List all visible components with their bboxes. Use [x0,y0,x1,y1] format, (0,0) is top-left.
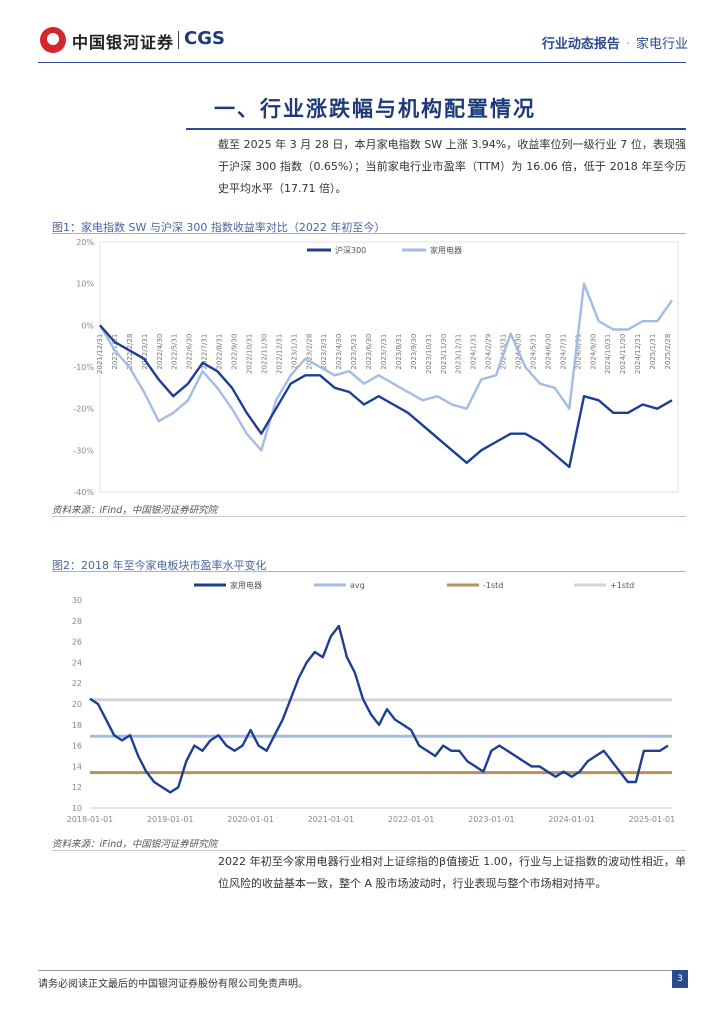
chart1-x-tick: 2022/7/31 [201,334,209,370]
chart1-x-tick: 2022/11/30 [260,334,268,374]
chart2-legend-label: avg [350,581,365,590]
chart2-y-tick: 30 [72,596,82,605]
chart2-y-tick: 12 [72,783,82,792]
chart1-x-tick: 2024/1/31 [470,334,478,370]
chart2-y-tick: 24 [72,658,82,667]
chart1-x-tick: 2024/2/29 [485,334,493,370]
chart1-x-tick: 2023/11/30 [440,334,448,374]
chart1-x-tick: 2024/11/30 [619,334,627,374]
series-line-appliances [98,282,673,452]
chart2-x-tick: 2018-01-01 [67,815,114,824]
chart1-y-tick: 0% [81,321,94,330]
chart2-legend-label: +1std [610,581,634,590]
figure1-chart: 20% 10% 0% -10% -20% -30% -40% 2021/12/31 2022/1… [73,238,679,497]
logo-icon [40,27,66,53]
logo-divider [178,31,179,49]
chart2-y-tick: 28 [72,617,82,626]
report-type: 行业动态报告 [541,37,620,52]
figure2-chart: 30 28 26 24 22 20 18 16 14 12 10 2018-01-01 2019-01-… [67,580,676,824]
figure1-source-rule [52,516,686,517]
chart1-x-tick: 2023/12/31 [455,334,463,374]
chart2-legend-label: -1std [483,581,503,590]
chart1-y-tick: -20% [73,405,94,414]
chart1-x-tick: 2023/7/31 [380,334,388,370]
figure2-title: 图2：2018 年至今家电板块市盈率水平变化 [52,559,267,572]
header-divider [38,62,686,63]
chart1-plot-frame [99,241,679,493]
figure2-title-rule [52,571,686,572]
chart1-legend-label: 家用电器 [430,245,462,255]
chart2-y-tick: 16 [72,742,82,751]
chart2-x-tick: 2020-01-01 [227,815,274,824]
header-report-info: 行业动态报告 · 家电行业 [541,37,688,52]
chart2-x-tick: 2021-01-01 [308,815,355,824]
chart1-x-tick: 2022/4/30 [156,334,164,370]
logo-text-en: CGS [184,28,225,49]
chart1-legend-label: 沪深300 [335,245,366,255]
figure1-title-rule [52,233,686,234]
chart2-y-tick: 18 [72,721,82,730]
chart2-y-tick: 22 [72,679,82,688]
chart1-x-tick: 2023/10/31 [425,334,433,374]
chart1-x-tick: 2025/2/28 [664,334,672,370]
chart1-x-tick: 2023/1/31 [290,334,298,370]
chart2-x-tick: 2024-01-01 [548,815,595,824]
chart1-x-tick: 2024/7/31 [559,334,567,370]
series-line-hs300 [99,324,673,469]
chart1-x-tick: 2024/5/31 [529,334,537,370]
chart1-x-tick: 2023/4/30 [335,334,343,370]
chart2-legend-label: 家用电器 [230,580,262,590]
chart1-y-tick: -10% [73,363,94,372]
series-line-pe [89,624,669,794]
chart1-x-tick: 2022/3/31 [141,334,149,370]
chart1-y-tick: 20% [76,238,94,247]
page-number: 3 [672,970,688,988]
chart2-x-tick: 2019-01-01 [147,815,194,824]
footer-divider [38,970,686,971]
chart1-x-tick: 2023/6/30 [365,334,373,370]
chart1-x-tick: 2024/10/31 [604,334,612,374]
figure1-source: 资料来源：iFind，中国银河证券研究院 [52,505,218,516]
chart1-x-tick: 2023/8/31 [395,334,403,370]
figure1-title: 图1：家电指数 SW 与沪深 300 指数收益率对比（2022 年初至今） [52,221,386,234]
chart1-y-tick: -30% [73,446,94,455]
chart2-y-tick: 14 [72,762,82,771]
chart2-x-tick: 2022-01-01 [388,815,435,824]
chart1-x-tick: 2022/10/31 [245,334,253,374]
chart1-x-tick: 2024/9/30 [589,334,597,370]
figure2-source: 资料来源：iFind，中国银河证券研究院 [52,839,218,850]
chart1-x-tick: 2022/5/31 [171,334,179,370]
chart1-x-tick: 2022/6/30 [186,334,194,370]
chart1-x-tick: 2023/3/31 [320,334,328,370]
chart1-x-tick: 2022/12/31 [275,334,283,374]
chart1-x-tick: 2022/9/30 [231,334,239,370]
chart1-x-tick: 2022/8/31 [216,334,224,370]
section-title: 一、行业涨跌幅与机构配置情况 [214,97,536,121]
chart2-y-tick: 26 [72,638,82,647]
chart1-x-tick: 2024/12/31 [634,334,642,374]
industry-name: 家电行业 [635,37,688,52]
footer-disclaimer: 请务必阅读正文最后的中国银河证券股份有限公司免责声明。 [38,979,308,990]
chart2-y-tick: 10 [72,804,82,813]
chart1-y-tick: 10% [76,280,94,289]
chart1-x-tick: 2023/2/28 [305,334,313,370]
logo-text-cn: 中国银河证券 [72,33,175,52]
chart1-y-tick: -40% [73,488,94,497]
paragraph-beta: 2022 年初至今家用电器行业相对上证综指的β值接近 1.00，行业与上证指数的… [218,855,686,890]
figure2-source-rule [52,850,686,851]
chart2-x-tick: 2023-01-01 [468,815,514,824]
chart2-x-tick: 2025-01-01 [629,815,676,824]
chart1-x-tick: 2025/1/31 [649,334,657,370]
chart1-x-tick: 2024/8/31 [574,334,582,370]
chart2-y-tick: 20 [72,700,82,709]
paragraph-summary: 截至 2025 年 3 月 28 日，本月家电指数 SW 上涨 3.94%，收益… [218,138,686,195]
chart1-x-tick: 2021/12/31 [96,334,104,374]
section-title-underline [186,128,686,130]
chart1-x-tick: 2023/9/30 [410,334,418,370]
chart1-x-tick: 2024/6/30 [544,334,552,370]
chart1-x-tick: 2023/5/31 [350,334,358,370]
